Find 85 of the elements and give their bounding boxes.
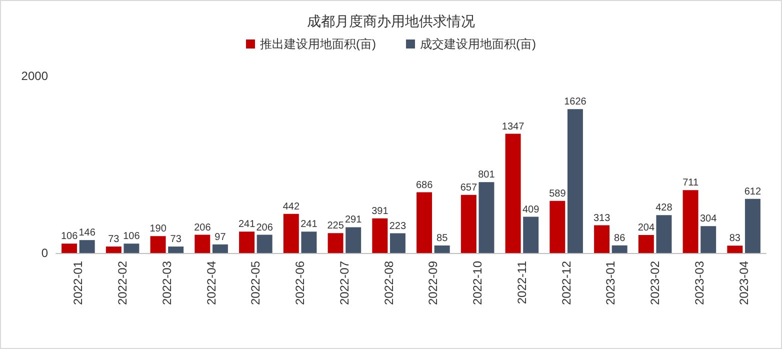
data-label: 391 (372, 206, 389, 217)
x-tick-label: 2022-01 (71, 260, 86, 306)
x-tick-label: 2022-02 (116, 260, 130, 306)
bar (460, 194, 476, 253)
bar (656, 215, 672, 253)
data-label: 86 (614, 232, 626, 244)
data-label: 1347 (502, 121, 525, 132)
data-label: 190 (150, 224, 167, 235)
x-tick-label: 2022-12 (559, 260, 574, 306)
bar (283, 214, 299, 253)
x-tick-label: 2023-01 (604, 260, 618, 306)
bar (505, 134, 521, 253)
data-label: 97 (214, 232, 226, 243)
x-tick-label: 2023-03 (692, 260, 706, 306)
bar (168, 246, 184, 253)
data-label: 291 (344, 214, 362, 226)
x-tick-label: 2023-04 (736, 260, 751, 306)
bar (212, 244, 228, 253)
data-label: 1626 (564, 96, 587, 108)
bar (638, 234, 654, 253)
bar (150, 236, 166, 253)
data-label: 801 (478, 170, 496, 181)
bar (567, 109, 583, 253)
x-tick-label: 2022-09 (426, 260, 440, 306)
bar (744, 198, 760, 253)
bar (239, 232, 255, 253)
data-label: 106 (60, 231, 78, 242)
x-tick-label: 2023-02 (648, 260, 662, 306)
bar (682, 190, 698, 253)
bar (434, 245, 450, 253)
data-label: 686 (416, 180, 434, 191)
x-tick-label: 2022-07 (337, 260, 352, 306)
data-label: 589 (549, 188, 566, 200)
data-label: 304 (700, 214, 718, 225)
data-label: 225 (327, 220, 344, 232)
data-label: 428 (656, 202, 673, 214)
y-tick-label: 0 (41, 246, 48, 260)
x-tick-label: 2022-06 (293, 260, 308, 306)
bar (700, 226, 716, 253)
legend-label: 成交建设用地面积(亩) (420, 37, 536, 51)
data-label: 409 (522, 204, 540, 216)
chart-title: 成都月度商办用地供求情况 (307, 13, 475, 29)
bar (328, 233, 344, 253)
bar (594, 225, 610, 253)
bar (416, 192, 432, 253)
data-label: 442 (282, 201, 300, 212)
data-label: 204 (638, 222, 655, 234)
data-label: 206 (194, 222, 212, 234)
bar (79, 240, 95, 253)
bar (550, 200, 566, 253)
data-label: 657 (460, 182, 478, 194)
data-label: 73 (108, 234, 120, 246)
bar (390, 233, 406, 253)
bar (62, 244, 78, 253)
bar (194, 234, 210, 253)
data-label: 223 (389, 220, 406, 232)
data-label: 313 (593, 212, 611, 224)
y-tick-label: 2000 (21, 69, 48, 83)
data-label: 106 (123, 231, 140, 242)
bar (612, 245, 628, 253)
data-label: 85 (436, 232, 448, 244)
data-label: 241 (300, 219, 318, 230)
bar (372, 218, 388, 253)
x-tick-label: 2022-03 (160, 260, 174, 306)
bar (124, 244, 140, 253)
bar (727, 246, 743, 253)
bar (301, 232, 317, 253)
x-tick-label: 2022-08 (382, 260, 396, 306)
data-label: 711 (682, 178, 699, 189)
data-label: 206 (256, 222, 274, 234)
x-tick-label: 2022-05 (248, 260, 263, 306)
bar (523, 216, 539, 253)
bar (106, 246, 122, 253)
data-label: 241 (238, 219, 256, 230)
data-label: 612 (744, 186, 762, 198)
bar (478, 182, 494, 253)
bar (256, 234, 272, 253)
data-label: 73 (170, 234, 182, 246)
data-label: 146 (78, 228, 96, 239)
bar (346, 227, 362, 253)
data-label: 83 (729, 233, 741, 244)
x-tick-label: 2022-10 (470, 260, 485, 306)
legend-label: 推出建设用地面积(亩) (260, 37, 376, 51)
x-tick-label: 2022-04 (204, 260, 218, 306)
x-tick-label: 2022-11 (514, 260, 529, 304)
